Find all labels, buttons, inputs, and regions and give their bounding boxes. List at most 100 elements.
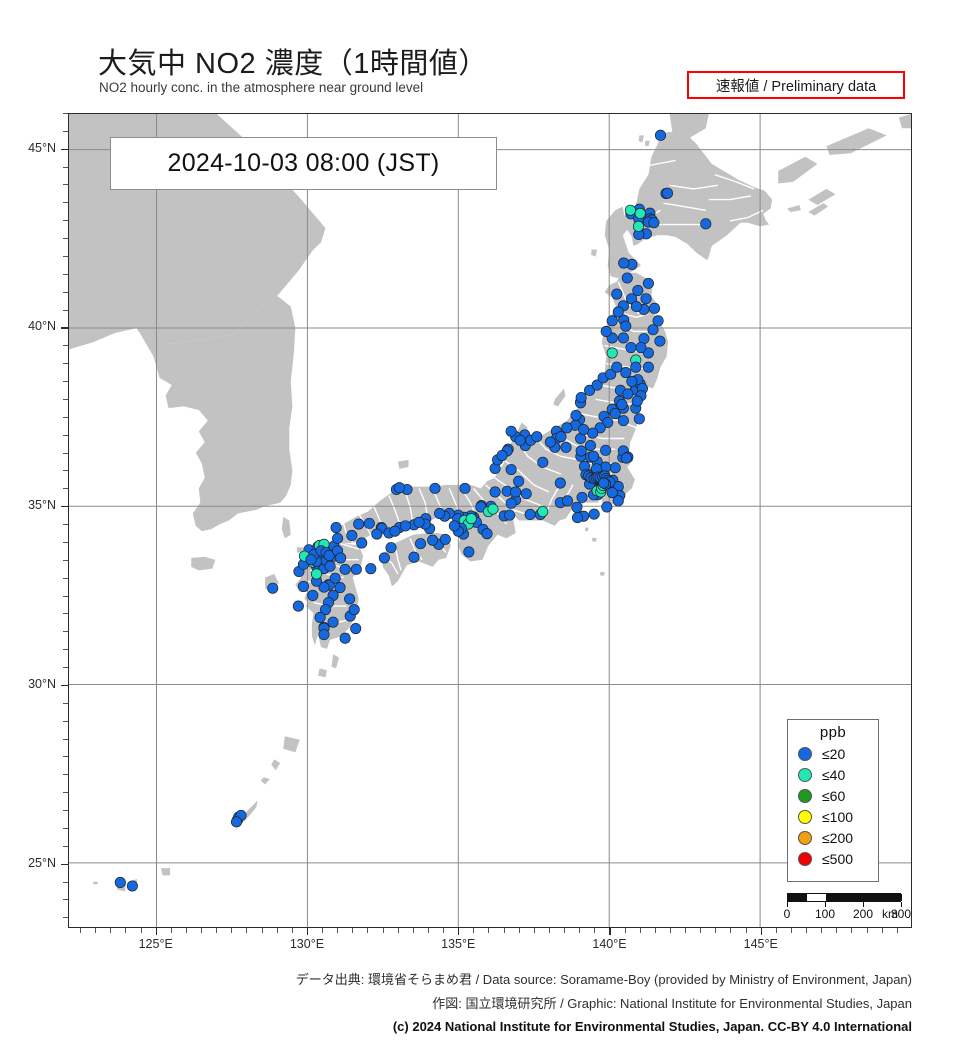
station-marker[interactable]	[700, 218, 712, 230]
station-marker[interactable]	[561, 422, 573, 434]
station-marker[interactable]	[611, 361, 623, 373]
station-marker[interactable]	[297, 580, 309, 592]
station-marker[interactable]	[487, 503, 499, 515]
station-marker[interactable]	[544, 436, 556, 448]
station-marker[interactable]	[305, 554, 317, 566]
station-marker[interactable]	[561, 495, 574, 507]
station-marker[interactable]	[324, 560, 336, 572]
station-marker[interactable]	[600, 444, 612, 456]
station-marker[interactable]	[505, 463, 517, 476]
station-marker[interactable]	[429, 482, 441, 494]
station-marker[interactable]	[632, 284, 644, 297]
station-marker[interactable]	[634, 207, 646, 219]
station-marker[interactable]	[459, 482, 471, 494]
station-marker[interactable]	[630, 300, 642, 313]
station-marker[interactable]	[642, 361, 654, 373]
station-marker[interactable]	[126, 880, 138, 892]
station-marker[interactable]	[616, 399, 628, 411]
station-marker[interactable]	[611, 288, 623, 300]
station-marker[interactable]	[332, 532, 344, 544]
station-marker[interactable]	[327, 616, 339, 628]
station-marker[interactable]	[606, 315, 618, 327]
station-marker[interactable]	[571, 512, 584, 524]
station-marker[interactable]	[292, 600, 304, 612]
station-marker[interactable]	[602, 416, 614, 428]
station-marker[interactable]	[617, 332, 629, 344]
station-marker[interactable]	[318, 629, 330, 641]
station-marker[interactable]	[504, 509, 516, 521]
station-marker[interactable]	[365, 563, 377, 575]
station-marker[interactable]	[612, 495, 624, 507]
station-marker[interactable]	[584, 440, 596, 452]
station-marker[interactable]	[588, 450, 600, 462]
station-marker[interactable]	[505, 497, 517, 509]
station-marker[interactable]	[393, 482, 405, 494]
station-marker[interactable]	[661, 187, 674, 199]
station-marker[interactable]	[648, 302, 661, 314]
station-marker[interactable]	[631, 395, 643, 407]
station-marker[interactable]	[413, 516, 425, 528]
station-marker[interactable]	[606, 347, 618, 359]
station-marker[interactable]	[346, 529, 358, 541]
station-marker[interactable]	[371, 528, 383, 540]
station-marker[interactable]	[620, 320, 632, 332]
station-marker[interactable]	[612, 306, 624, 318]
station-marker[interactable]	[620, 452, 632, 464]
station-marker[interactable]	[531, 431, 543, 443]
station-marker[interactable]	[624, 204, 636, 216]
station-marker[interactable]	[344, 593, 356, 605]
station-marker[interactable]	[310, 568, 323, 580]
station-marker[interactable]	[505, 425, 517, 437]
station-marker[interactable]	[489, 486, 501, 498]
station-marker[interactable]	[555, 431, 567, 443]
station-marker[interactable]	[314, 611, 326, 623]
station-marker[interactable]	[554, 477, 566, 489]
station-marker[interactable]	[609, 462, 621, 474]
station-marker[interactable]	[600, 325, 612, 338]
station-marker[interactable]	[575, 391, 587, 404]
station-marker[interactable]	[560, 441, 572, 453]
station-marker[interactable]	[350, 563, 362, 575]
station-marker[interactable]	[348, 604, 360, 616]
station-marker[interactable]	[356, 537, 368, 549]
station-marker[interactable]	[621, 272, 633, 284]
station-marker[interactable]	[415, 538, 427, 550]
station-marker[interactable]	[350, 622, 362, 635]
station-marker[interactable]	[510, 486, 522, 498]
station-marker[interactable]	[633, 413, 645, 425]
station-marker[interactable]	[571, 501, 583, 513]
station-marker[interactable]	[339, 563, 351, 575]
station-marker[interactable]	[524, 508, 536, 520]
station-marker[interactable]	[307, 589, 319, 601]
station-marker[interactable]	[323, 549, 335, 561]
station-marker[interactable]	[363, 517, 375, 529]
station-marker[interactable]	[399, 520, 412, 532]
station-marker[interactable]	[588, 508, 600, 520]
station-marker[interactable]	[335, 552, 347, 564]
station-marker[interactable]	[389, 525, 401, 537]
station-marker[interactable]	[385, 542, 397, 554]
station-marker[interactable]	[635, 341, 647, 354]
station-marker[interactable]	[570, 409, 582, 421]
map-plot-area[interactable]	[68, 113, 912, 928]
station-marker[interactable]	[598, 477, 610, 489]
station-marker[interactable]	[318, 581, 330, 593]
station-marker[interactable]	[648, 217, 660, 229]
station-marker[interactable]	[606, 487, 618, 499]
station-marker[interactable]	[267, 582, 279, 594]
station-marker[interactable]	[353, 518, 365, 530]
station-marker[interactable]	[630, 361, 642, 373]
station-marker[interactable]	[513, 475, 525, 487]
station-marker[interactable]	[622, 388, 634, 400]
station-marker[interactable]	[481, 528, 493, 540]
station-marker[interactable]	[114, 876, 126, 888]
station-marker[interactable]	[594, 422, 606, 434]
station-marker[interactable]	[408, 551, 420, 563]
station-marker[interactable]	[329, 572, 341, 584]
station-marker[interactable]	[625, 341, 637, 354]
station-marker[interactable]	[652, 315, 664, 327]
station-marker[interactable]	[632, 220, 644, 232]
station-marker[interactable]	[642, 347, 654, 359]
station-marker[interactable]	[578, 423, 590, 436]
station-marker[interactable]	[647, 324, 659, 336]
